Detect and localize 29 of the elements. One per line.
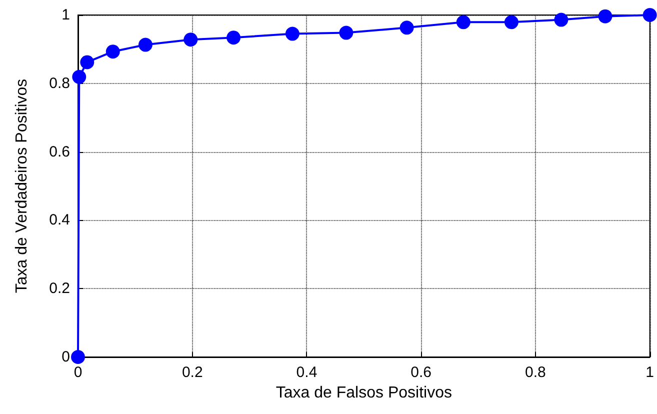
y-axis-title: Taxa de Verdadeiros Positivos <box>14 78 30 294</box>
point <box>138 38 152 52</box>
y-tick-label: 1 <box>62 6 70 24</box>
point <box>71 350 85 364</box>
point <box>400 20 414 35</box>
point <box>642 8 657 22</box>
point <box>226 30 241 45</box>
y-tick-label: 0.6 <box>49 143 70 160</box>
point <box>80 55 94 70</box>
point <box>598 9 612 24</box>
y-tick-label: 0.4 <box>49 212 70 229</box>
x-tick-label: 0 <box>74 364 82 381</box>
x-tick-label: 0.6 <box>410 364 432 381</box>
x-tick-label: 1 <box>646 364 654 381</box>
x-axis-title: Taxa de Falsos Positivos <box>276 384 452 402</box>
point <box>554 12 568 27</box>
point <box>456 15 470 30</box>
x-tick-label: 0.4 <box>296 364 318 381</box>
point <box>504 15 518 30</box>
point <box>339 26 354 40</box>
x-tick-label: 0.2 <box>182 364 203 381</box>
y-tick-label: 0.2 <box>49 280 70 298</box>
point <box>285 26 300 41</box>
point <box>72 70 86 84</box>
x-tick-label: 0.8 <box>525 364 546 381</box>
y-tick-label: 0.8 <box>49 74 70 92</box>
point <box>106 44 120 59</box>
point <box>184 32 198 47</box>
y-tick-label: 0 <box>62 348 70 366</box>
